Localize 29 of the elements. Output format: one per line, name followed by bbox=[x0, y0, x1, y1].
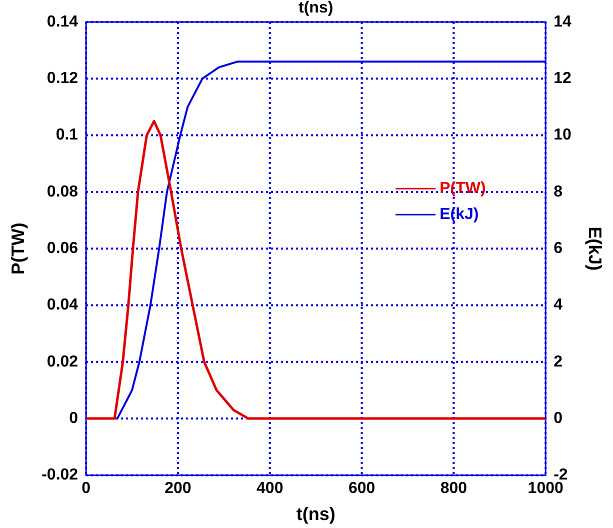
y-tick-label: 0.14 bbox=[46, 13, 78, 30]
y2-tick-label: 6 bbox=[554, 240, 563, 258]
x-tick-label: 600 bbox=[348, 480, 376, 498]
y-tick-label: -0.02 bbox=[42, 466, 78, 484]
y2-tick-label: 10 bbox=[554, 126, 572, 144]
y2-tick-label: 2 bbox=[554, 353, 563, 370]
x-tick-label: 1000 bbox=[528, 480, 564, 498]
chart-title: t(ns) bbox=[298, 0, 334, 16]
y2-axis-title: E(kJ) bbox=[585, 226, 606, 271]
legend-label: E(kJ) bbox=[440, 206, 479, 224]
x-tick-label: 0 bbox=[82, 480, 91, 498]
y-tick-label: 0.06 bbox=[46, 240, 78, 258]
y-tick-label: 0.08 bbox=[46, 183, 78, 200]
legend-label: P(TW) bbox=[440, 180, 486, 198]
x-tick-label: 200 bbox=[164, 480, 192, 498]
y-tick-label: 0.02 bbox=[46, 353, 78, 370]
y-tick-label: 0.1 bbox=[56, 126, 78, 144]
y2-tick-label: 0 bbox=[554, 410, 563, 427]
y2-tick-label: 14 bbox=[554, 13, 572, 30]
y-axis-title: P(TW) bbox=[8, 222, 28, 275]
x-axis-title: t(ns) bbox=[296, 504, 336, 524]
y2-tick-label: 8 bbox=[554, 183, 563, 200]
x-tick-label: 800 bbox=[440, 480, 468, 498]
y-tick-label: 0 bbox=[69, 410, 78, 427]
y2-tick-label: 12 bbox=[554, 70, 572, 88]
x-tick-label: 400 bbox=[256, 480, 284, 498]
y2-tick-label: 4 bbox=[554, 296, 563, 314]
y-tick-label: 0.04 bbox=[46, 296, 78, 314]
y-tick-label: 0.12 bbox=[46, 70, 78, 88]
